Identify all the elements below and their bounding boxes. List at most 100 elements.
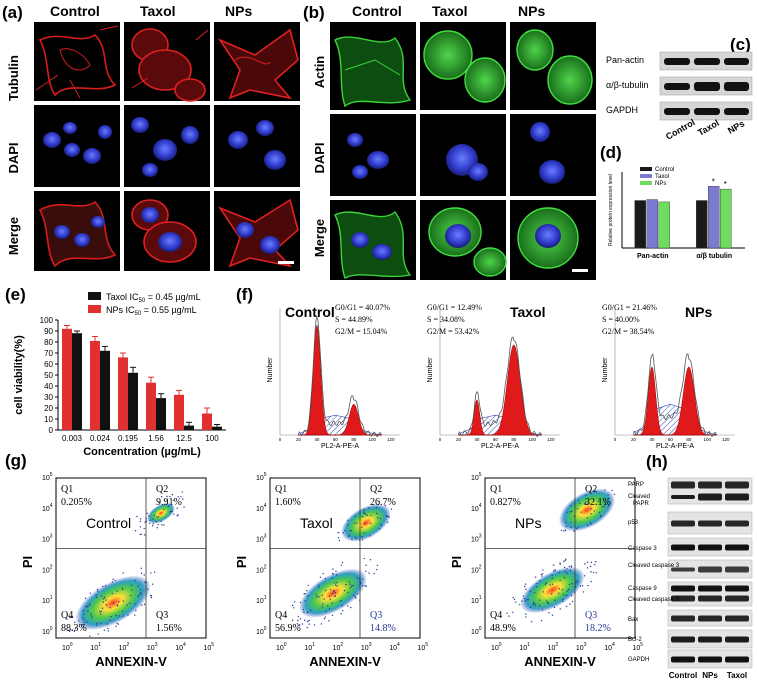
flow-dot <box>552 564 555 566</box>
legend-d-swatch-nps <box>640 181 652 185</box>
flow-dot <box>342 532 344 534</box>
flow-dot <box>296 623 299 625</box>
flow-dot <box>536 582 538 585</box>
flow-dot <box>522 595 524 597</box>
panel-b-row-dapi: DAPI <box>312 142 327 173</box>
blot-h-label-3: Caspase 3 <box>628 546 657 552</box>
flow-dot <box>104 585 107 587</box>
panel-a: (a) Control Taxol NPs Tubulin DAPI Merge <box>2 3 300 271</box>
bar-e-taxol-1 <box>100 350 110 430</box>
flow-dot <box>563 593 565 596</box>
flow-dot <box>307 595 309 597</box>
flow-q3-value: 14.8% <box>370 623 396 634</box>
flow-dot <box>598 511 601 514</box>
flow-dot <box>112 578 114 580</box>
flow-dot <box>140 593 142 595</box>
flow-ytick-base: 10 <box>471 567 479 574</box>
flow-plot-name: Control <box>86 515 131 531</box>
flow-xtick-exp: 5 <box>211 642 214 648</box>
flow-dot <box>155 521 157 523</box>
flow-xtick-exp: 3 <box>369 642 372 648</box>
flow-dot <box>160 496 163 498</box>
ticklabel-e-y-3: 30 <box>44 393 53 402</box>
blot-h-band-5-0-2 <box>725 615 749 622</box>
flow-q1: Q1 <box>275 484 287 495</box>
flow-dot <box>387 515 389 518</box>
flow-dot <box>160 520 162 523</box>
flow-dot <box>354 536 357 538</box>
flow-dot <box>551 574 553 576</box>
flow-dot <box>89 603 91 606</box>
merge-a-taxol <box>131 199 197 263</box>
flow-dot <box>306 589 308 592</box>
blot-h-lane-nps: NPs <box>702 671 718 680</box>
flow-dot <box>533 591 536 594</box>
flow-ytick-base: 10 <box>256 598 264 605</box>
legend-e-taxol-swatch <box>88 292 101 300</box>
flow-ytick-exp: 4 <box>479 503 482 509</box>
flow-ytick-exp: 0 <box>479 626 482 632</box>
flow-dot <box>355 537 358 540</box>
blot-h-band-1-0-0 <box>671 520 695 527</box>
flow-dot <box>584 563 586 565</box>
hist-tick-2: 40 <box>649 437 655 442</box>
flow-dot <box>144 534 146 536</box>
flow-dot <box>512 611 514 613</box>
flow-dot <box>590 508 592 510</box>
flow-dot <box>363 511 365 513</box>
flow-q1-value: 1.60% <box>275 497 301 508</box>
flow-xtick-exp: 2 <box>126 642 129 648</box>
flow-xtick-exp: 1 <box>527 642 530 648</box>
flow-dot <box>313 624 316 626</box>
flow-dot <box>570 505 572 507</box>
flow-dot <box>109 619 111 621</box>
flow-q4-value: 56.9% <box>275 623 301 634</box>
ticklabel-e-y-6: 60 <box>44 360 53 369</box>
hist-ylabel: Number <box>602 357 609 383</box>
merge-b-taxol <box>428 207 507 277</box>
flow-dot <box>549 584 552 586</box>
flow-dot <box>589 521 592 523</box>
axis-e-ylabel: cell viability(%) <box>13 335 25 415</box>
flow-dot <box>308 623 310 625</box>
flow-q2-value: 26.7% <box>370 497 396 508</box>
blot-h-band-1-0-2 <box>725 520 749 527</box>
flow-dot <box>575 581 577 584</box>
flow-q3: Q3 <box>585 610 597 621</box>
flow-ytick-exp: 2 <box>264 564 267 570</box>
flow-dot <box>570 565 573 567</box>
flow-ytick-exp: 0 <box>264 626 267 632</box>
flow-dot <box>116 604 119 606</box>
panel-b-row-merge: Merge <box>312 219 327 257</box>
hist-g0g1: G0/G1 = 21.46% <box>602 303 657 312</box>
flow-dot <box>95 624 98 626</box>
flow-q1-value: 0.205% <box>61 497 92 508</box>
hist-g0g1: G0/G1 = 12.49% <box>427 303 482 312</box>
panel-d: (d) Relative protein expression level Con… <box>600 143 745 260</box>
blot-h-band-0-0-0 <box>671 481 695 489</box>
flow-dot <box>527 599 529 601</box>
hist-xlabel: PL2-A-PE-A <box>656 443 694 450</box>
panel-c: (c) Pan-actin α/β-tubulin GAPDH Control … <box>606 35 753 142</box>
flow-xtick-exp: 2 <box>555 642 558 648</box>
flow-dot <box>559 579 561 581</box>
blot-c-lane-taxol: Taxol <box>696 118 721 138</box>
flow-ytick-exp: 5 <box>264 472 267 478</box>
flow-dot <box>331 614 334 617</box>
flow-dot <box>529 590 531 593</box>
flow-dot <box>134 530 137 532</box>
panel-h-label: (h) <box>646 452 668 471</box>
panel-g: (g) 100100101101102102103103104104105105… <box>5 451 643 669</box>
ticklabel-e-y-4: 40 <box>44 382 53 391</box>
flow-dot <box>524 600 526 602</box>
flow-dot <box>348 581 350 583</box>
flow-xtick-base: 10 <box>418 645 426 652</box>
flow-dot <box>570 526 572 528</box>
flow-dot <box>299 601 302 604</box>
bar-e-nps-3 <box>146 382 156 430</box>
flow-dot <box>317 584 320 586</box>
flow-dot <box>534 576 537 578</box>
flow-ytick-exp: 3 <box>264 534 267 540</box>
flow-ytick-5: 105 <box>256 472 267 482</box>
flow-dot <box>105 604 108 606</box>
